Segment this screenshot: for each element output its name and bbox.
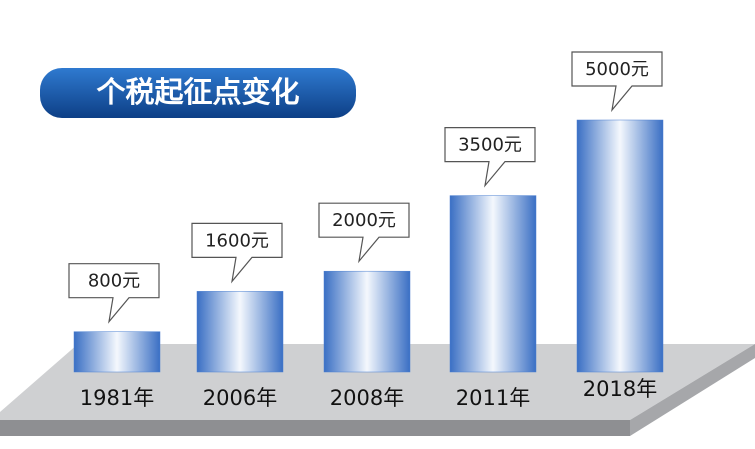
x-tick-label: 2011年 — [456, 386, 530, 410]
callout — [444, 127, 536, 188]
floor-edge — [0, 420, 630, 436]
value-label: 2000元 — [332, 210, 396, 231]
floor — [0, 344, 755, 420]
bar — [196, 291, 284, 373]
callout — [68, 263, 160, 324]
value-label: 5000元 — [585, 59, 649, 80]
callout — [191, 222, 283, 284]
bar — [323, 270, 411, 373]
x-tick-label: 1981年 — [80, 386, 154, 410]
value-label: 800元 — [88, 271, 140, 292]
bar — [576, 119, 664, 373]
chart-title: 个税起征点变化 — [96, 75, 299, 109]
x-tick-label: 2006年 — [203, 386, 277, 410]
callout — [571, 51, 663, 113]
bar — [73, 331, 161, 373]
callout — [318, 202, 410, 264]
value-label: 3500元 — [458, 135, 522, 156]
title-badge — [40, 68, 356, 118]
x-tick-label: 2008年 — [330, 386, 404, 410]
floor-side — [630, 344, 755, 436]
value-label: 1600元 — [205, 230, 269, 251]
x-tick-label: 2018年 — [583, 377, 657, 401]
bar — [449, 195, 537, 373]
